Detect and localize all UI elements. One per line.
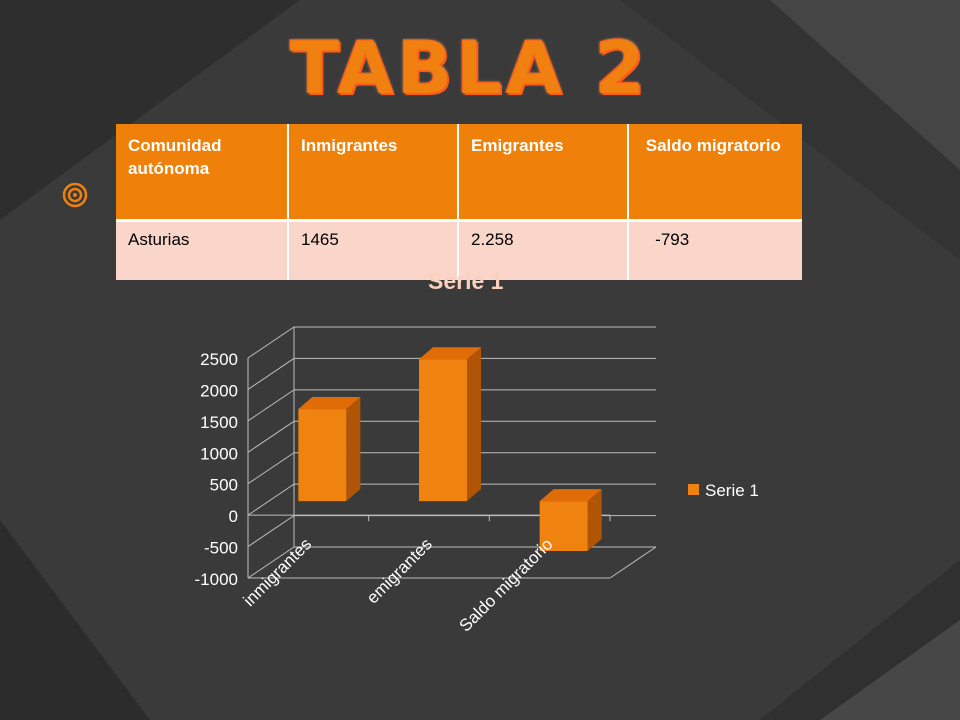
legend-swatch: [688, 484, 699, 495]
gridline: [247, 546, 656, 579]
table-cell: Asturias: [116, 220, 289, 280]
legend-label: Serie 1: [705, 481, 759, 500]
gridline: [247, 420, 656, 453]
y-tick-label: 2500: [200, 350, 238, 369]
bar-top: [539, 489, 602, 502]
x-category-label: Saldo migratorio: [456, 535, 557, 636]
gridline: [247, 389, 656, 422]
y-tick-label: 1000: [200, 444, 238, 463]
bar-top: [419, 347, 481, 360]
gridline: [247, 357, 656, 390]
gridline: [247, 326, 656, 359]
y-tick-label: 2000: [200, 381, 238, 400]
gridline: [247, 452, 656, 485]
y-tick-label: 0: [229, 507, 238, 526]
migration-table: Comunidad autónoma Inmigrantes Emigrante…: [116, 124, 802, 280]
table-cell: 2.258: [458, 220, 629, 280]
table-header: Inmigrantes: [288, 124, 459, 222]
x-category-label: emigrantes: [363, 535, 436, 608]
bar: [419, 359, 467, 502]
table-header: Comunidad autónoma: [116, 124, 289, 222]
circle-bullet-icon: [62, 182, 88, 208]
gridline: [247, 483, 656, 516]
table-cell: -793: [628, 220, 802, 280]
table-header: Emigrantes: [458, 124, 629, 222]
y-tick-label: 1500: [200, 413, 238, 432]
bar: [539, 501, 588, 551]
table-header-row: Comunidad autónoma Inmigrantes Emigrante…: [116, 124, 802, 222]
y-tick-label: -1000: [195, 570, 238, 589]
y-tick-label: 500: [210, 476, 238, 495]
table-header: Saldo migratorio: [628, 124, 802, 222]
bar-side: [467, 347, 481, 502]
slide-title: TABLA 2: [290, 26, 649, 110]
bar: [298, 409, 347, 502]
y-tick-label: -500: [204, 539, 238, 558]
floor-side-edge: [609, 546, 657, 579]
bar-top: [298, 397, 361, 410]
x-category-label: inmigrantes: [240, 535, 316, 611]
table-row: Asturias 1465 2.258 -793: [116, 220, 802, 280]
bar-side: [346, 397, 361, 502]
table-cell: 1465: [288, 220, 459, 280]
chart-title: Serie 1: [428, 268, 504, 294]
bar-side: [587, 489, 602, 551]
